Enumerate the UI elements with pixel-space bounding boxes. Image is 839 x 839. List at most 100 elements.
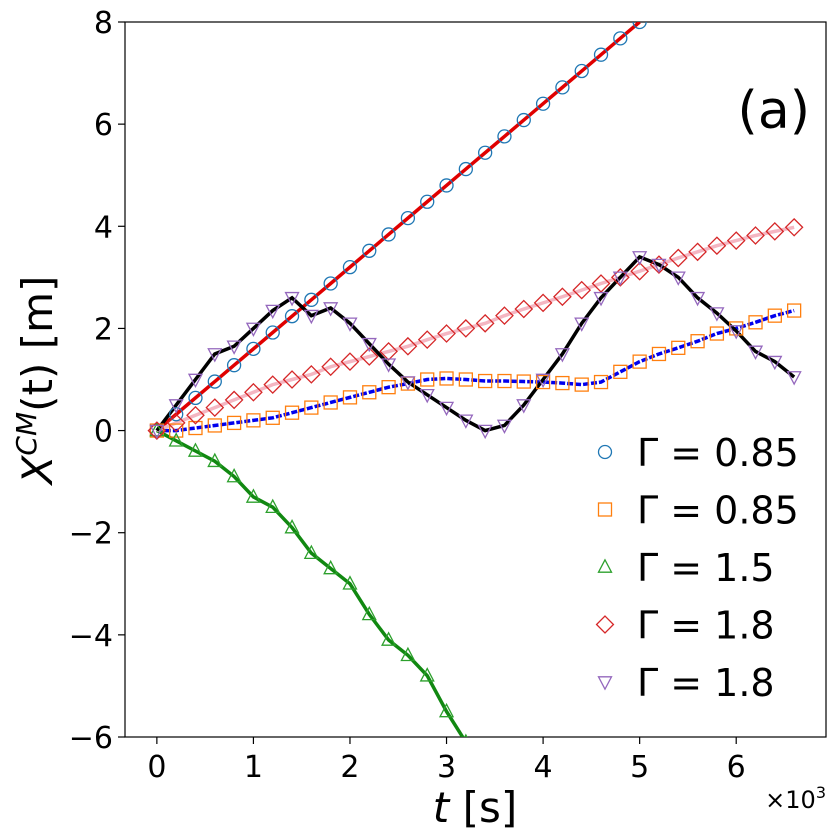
data-point — [630, 261, 650, 281]
data-point — [304, 292, 319, 307]
data-point — [265, 325, 280, 340]
data-point — [458, 161, 473, 177]
data-point — [671, 340, 686, 355]
series-markers — [147, 22, 804, 737]
data-point — [420, 194, 435, 209]
data-point — [400, 646, 416, 662]
data-point — [168, 432, 184, 447]
legend-label: Γ = 0.85 — [637, 489, 799, 533]
data-point — [342, 259, 358, 275]
data-point — [207, 452, 223, 468]
data-point — [226, 415, 242, 431]
data-point — [246, 341, 261, 357]
data-point — [149, 422, 165, 437]
data-point — [767, 355, 783, 371]
x-offset-base: ×10 — [765, 786, 816, 814]
x-label-base: t — [433, 783, 451, 832]
series-line — [155, 254, 796, 433]
legend-marker — [597, 676, 613, 691]
data-point — [535, 373, 551, 389]
data-point — [497, 129, 512, 144]
data-point — [438, 702, 455, 718]
data-point — [244, 382, 263, 402]
data-point — [359, 347, 379, 366]
y-tick-label: −6 — [69, 721, 113, 756]
data-point — [746, 226, 765, 245]
data-point — [303, 309, 319, 325]
data-point — [284, 405, 300, 420]
data-point — [690, 334, 705, 349]
data-point — [475, 313, 495, 333]
data-point — [786, 303, 802, 318]
data-point — [265, 304, 281, 320]
data-point — [690, 291, 706, 307]
data-point — [207, 348, 223, 363]
data-point — [535, 374, 551, 390]
data-point — [439, 371, 454, 386]
y-label-base: X — [13, 454, 62, 486]
data-point — [340, 352, 360, 371]
x-tick-label: 6 — [727, 750, 746, 785]
data-point — [574, 63, 589, 79]
data-point — [553, 287, 572, 307]
data-point — [342, 390, 358, 405]
data-point — [169, 407, 184, 422]
plot-frame — [124, 21, 827, 738]
data-point — [226, 340, 242, 355]
data-point — [497, 373, 512, 389]
data-point — [187, 373, 204, 389]
data-point — [458, 414, 474, 429]
x-tick-label: 4 — [534, 750, 553, 785]
data-point — [709, 307, 725, 322]
data-point — [149, 424, 165, 440]
data-point — [514, 299, 534, 319]
annotation: (a) — [738, 81, 810, 141]
data-point — [533, 293, 553, 313]
data-point — [303, 544, 319, 559]
data-point — [381, 631, 397, 646]
data-point — [321, 357, 341, 377]
data-point — [516, 112, 531, 128]
y-tick-label: −4 — [69, 619, 113, 654]
legend-label: Γ = 1.8 — [637, 661, 775, 705]
data-point — [651, 258, 667, 274]
legend-label: Γ = 1.5 — [637, 546, 775, 590]
data-point — [417, 330, 437, 350]
data-point — [381, 358, 397, 373]
series-line — [156, 429, 465, 737]
data-point — [591, 274, 611, 293]
data-point — [574, 317, 590, 332]
legend-marker — [597, 502, 613, 517]
legend-marker — [597, 444, 613, 460]
legend-label: Γ = 0.85 — [637, 431, 799, 475]
data-point — [613, 31, 628, 46]
data-point — [361, 337, 377, 353]
data-point — [323, 559, 339, 575]
data-point — [437, 324, 456, 343]
y-tick-label: 2 — [94, 312, 113, 347]
series-line — [156, 308, 795, 433]
data-point — [516, 374, 531, 389]
data-point — [245, 322, 261, 337]
data-point — [398, 336, 418, 356]
data-point — [362, 243, 377, 258]
data-point — [304, 400, 319, 415]
data-point — [301, 365, 321, 384]
data-point — [400, 210, 416, 226]
data-point — [668, 248, 688, 268]
legend-marker — [595, 615, 615, 634]
data-point — [555, 80, 570, 95]
data-point — [226, 358, 242, 373]
x-label-rest: [s] — [449, 783, 517, 832]
data-point — [688, 242, 707, 262]
data-point — [169, 423, 184, 438]
data-point — [477, 424, 493, 440]
x-tick-label: 5 — [630, 750, 649, 785]
data-point — [400, 376, 416, 391]
data-point — [495, 306, 514, 326]
data-point — [187, 442, 204, 457]
data-point — [420, 372, 435, 387]
legend-marker — [597, 558, 613, 573]
y-tick-label: 0 — [94, 415, 113, 450]
